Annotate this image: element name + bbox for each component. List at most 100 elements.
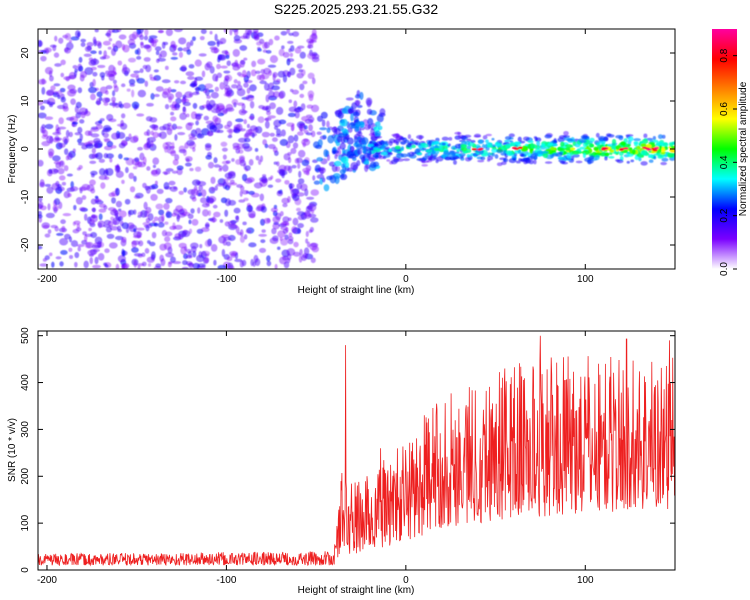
noise-blob — [150, 38, 155, 47]
signal-band-blob — [368, 150, 372, 155]
noise-blob — [53, 83, 61, 87]
noise-blob — [107, 46, 112, 50]
noise-blob — [226, 241, 231, 247]
signal-band-blob — [633, 142, 639, 147]
noise-blob — [150, 193, 158, 201]
noise-blob — [185, 122, 193, 131]
signal-band-blob — [416, 158, 422, 161]
noise-blob — [164, 221, 169, 225]
noise-blob — [199, 197, 208, 204]
noise-blob — [243, 82, 249, 88]
signal-band-blob — [536, 140, 541, 147]
noise-blob — [192, 102, 198, 109]
noise-blob — [289, 67, 296, 76]
transition-blob — [321, 177, 326, 183]
noise-blob — [68, 247, 73, 252]
noise-blob — [238, 199, 246, 203]
noise-blob — [195, 113, 202, 120]
noise-blob — [80, 38, 87, 43]
noise-blob — [60, 219, 66, 225]
noise-blob — [276, 161, 280, 167]
noise-blob — [78, 107, 88, 116]
noise-blob — [212, 115, 219, 123]
signal-band-blob — [436, 156, 444, 162]
signal-band-blob — [631, 149, 636, 155]
signal-band-blob — [560, 141, 565, 147]
noise-blob — [224, 209, 229, 217]
noise-blob — [172, 45, 177, 51]
noise-blob — [57, 184, 62, 188]
signal-onset-blob — [353, 116, 359, 123]
noise-blob — [73, 204, 77, 211]
noise-blob — [258, 233, 267, 237]
noise-blob — [195, 120, 199, 126]
transition-blob — [359, 91, 364, 100]
noise-blob — [169, 145, 175, 149]
noise-blob — [123, 157, 130, 161]
noise-blob — [106, 30, 112, 38]
signal-onset-blob — [334, 160, 342, 167]
signal-band-blob — [513, 152, 518, 157]
noise-blob — [287, 135, 295, 144]
spectrogram-x-tick-label: 100 — [577, 274, 594, 285]
signal-band-blob — [508, 133, 515, 138]
noise-blob — [306, 205, 314, 210]
transition-blob — [316, 131, 322, 135]
noise-blob — [122, 44, 130, 53]
noise-blob — [276, 190, 283, 197]
noise-blob — [49, 75, 54, 82]
signal-band-blob — [428, 157, 433, 160]
noise-blob — [150, 93, 155, 100]
noise-blob — [145, 217, 151, 223]
signal-band-blob — [482, 135, 488, 140]
signal-band-blob — [661, 134, 666, 139]
noise-blob — [150, 254, 156, 261]
noise-blob — [269, 55, 279, 64]
signal-band-blob — [655, 141, 664, 146]
noise-blob — [67, 193, 72, 198]
noise-blob — [255, 126, 263, 134]
noise-blob — [269, 237, 279, 244]
noise-blob — [216, 183, 225, 187]
signal-band-blob — [608, 156, 615, 159]
noise-blob — [74, 30, 81, 38]
spectrogram-y-ticks: -20 -10 0 10 20 — [20, 47, 675, 252]
noise-blob — [100, 182, 106, 190]
noise-blob — [220, 197, 228, 204]
noise-blob — [153, 216, 159, 222]
noise-blob — [275, 133, 282, 138]
noise-blob — [280, 30, 288, 36]
signal-band-blob — [542, 152, 549, 159]
noise-blob — [107, 207, 116, 212]
noise-blob — [138, 240, 144, 247]
noise-blob — [54, 35, 58, 42]
noise-blob — [90, 58, 100, 66]
noise-blob — [184, 162, 192, 167]
noise-blob — [250, 258, 254, 267]
noise-blob — [58, 142, 66, 148]
noise-blob — [169, 186, 178, 192]
signal-band-blob — [588, 143, 594, 148]
signal-band-blob — [460, 146, 468, 152]
snr-panel: -200 -100 0 100 0 100 200 300 400 500 Height of … — [7, 327, 676, 596]
noise-blob — [152, 157, 160, 165]
noise-blob — [256, 74, 262, 81]
noise-blob — [165, 141, 173, 146]
signal-band-blob — [382, 156, 387, 160]
signal-band-blob — [599, 144, 604, 148]
noise-blob — [226, 176, 232, 181]
noise-blob — [288, 99, 293, 104]
noise-blob — [311, 77, 316, 85]
noise-blob — [90, 188, 96, 194]
signal-onset-blob — [340, 156, 349, 164]
signal-onset-blob — [364, 160, 370, 166]
noise-blob — [107, 220, 114, 228]
noise-blob — [105, 226, 113, 233]
noise-blob — [51, 261, 55, 268]
noise-blob — [233, 34, 241, 42]
noise-blob — [231, 158, 235, 162]
noise-blob — [163, 182, 170, 190]
noise-blob — [149, 117, 158, 123]
noise-blob — [308, 124, 313, 132]
noise-blob — [307, 90, 315, 99]
